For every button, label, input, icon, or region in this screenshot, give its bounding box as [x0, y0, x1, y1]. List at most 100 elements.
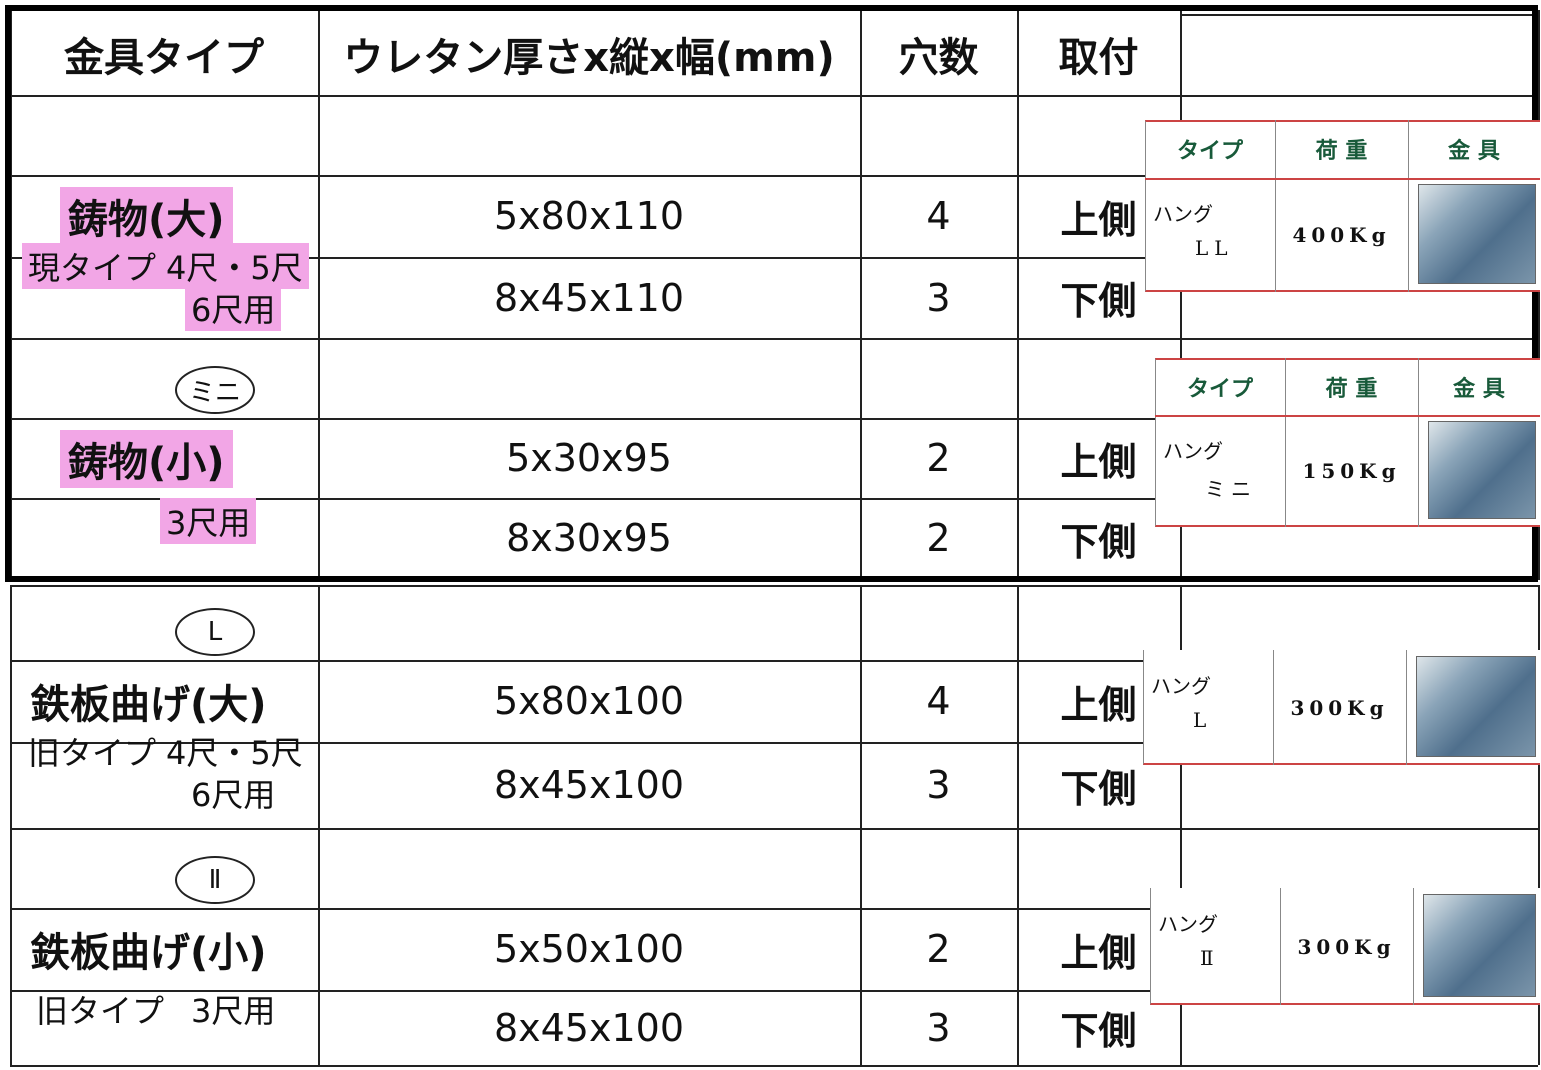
cell: 上側 — [1060, 439, 1137, 484]
column-header: 取付 — [1058, 34, 1139, 81]
circled-mark: L — [175, 608, 255, 656]
spec-header-rule — [1145, 178, 1540, 180]
cell: 3 — [926, 1005, 951, 1050]
cell: 下側 — [1060, 1009, 1137, 1053]
handwritten-note: 6尺用 — [191, 776, 276, 814]
hardware-photo — [1418, 184, 1536, 284]
cell: 上側 — [1060, 197, 1137, 242]
cell: 5x80x100 — [493, 679, 685, 723]
cell: 下側 — [1060, 766, 1137, 811]
type-name: 鋳物(小) — [60, 430, 233, 488]
rule — [10, 1065, 1538, 1067]
cell: 下側 — [1060, 279, 1137, 323]
handwritten-note: 4尺・5尺 — [160, 243, 309, 289]
handwritten-note: 3尺用 — [160, 498, 257, 544]
rule — [1017, 585, 1019, 1065]
rule — [318, 585, 320, 1065]
spec-type: ハング — [1158, 912, 1218, 936]
cell: 上側 — [1060, 930, 1137, 975]
cell: 8x45x110 — [493, 275, 685, 320]
spec-divider — [1413, 888, 1414, 1005]
rule — [1180, 10, 1182, 580]
spec-header: 金 具 — [1453, 375, 1505, 402]
spec-load: 150Kg — [1302, 459, 1401, 483]
column-header: 金具タイプ — [64, 34, 264, 81]
spec-header: 荷 重 — [1315, 138, 1368, 164]
rule — [1180, 14, 1538, 16]
spec-type: Ⅱ — [1200, 946, 1220, 970]
rule — [10, 498, 1538, 500]
spec-divider — [1408, 120, 1409, 292]
cell: 下側 — [1060, 519, 1137, 564]
rule — [10, 338, 1538, 340]
column-header: ウレタン厚さx縦x幅(mm) — [343, 34, 835, 81]
spec-type: ハング — [1153, 202, 1213, 226]
rule — [10, 828, 1538, 830]
handwritten-note: 現タイプ — [22, 243, 163, 289]
rule — [10, 585, 12, 1065]
rule — [860, 10, 862, 580]
handwritten-note: 3尺用 — [191, 992, 276, 1030]
rule — [860, 585, 862, 1065]
spec-divider — [1285, 358, 1286, 527]
rule — [10, 418, 1538, 420]
thick-border — [5, 5, 1538, 582]
hardware-photo — [1416, 656, 1536, 757]
rule — [10, 257, 1538, 259]
rule — [10, 660, 1538, 662]
cell: 5x50x100 — [493, 927, 685, 971]
spec-type: L — [1193, 708, 1213, 732]
rule — [1180, 585, 1182, 1065]
type-name: 鋳物(大) — [60, 187, 233, 245]
cell: 3 — [926, 763, 951, 807]
rule — [10, 742, 1538, 744]
circled-mark: Ⅱ — [175, 856, 255, 904]
cell: 4 — [926, 194, 951, 238]
rule — [1538, 10, 1540, 580]
spec-type: LL — [1195, 236, 1234, 260]
type-name: 鉄板曲げ(小) — [30, 930, 267, 976]
spec-type: ミニ — [1205, 477, 1257, 501]
spec-divider — [1273, 650, 1274, 765]
spec-load: 400Kg — [1292, 223, 1391, 247]
type-name: 鉄板曲げ(大) — [30, 682, 267, 728]
spec-header: 荷 重 — [1325, 375, 1378, 402]
cell: 2 — [926, 927, 951, 971]
hardware-photo — [1428, 421, 1536, 519]
spec-divider — [1406, 650, 1407, 765]
rule — [10, 95, 1538, 97]
cell: 8x30x95 — [506, 516, 672, 560]
spec-header: タイプ — [1176, 138, 1243, 164]
spec-load: 300Kg — [1297, 934, 1396, 959]
rule — [10, 585, 1538, 587]
hardware-photo — [1423, 894, 1536, 997]
spec-header-rule — [1155, 415, 1540, 417]
spec-type: ハング — [1163, 439, 1223, 463]
rule — [1017, 10, 1019, 580]
cell: 2 — [926, 436, 951, 480]
cell: 上側 — [1060, 682, 1137, 727]
spec-divider — [1280, 888, 1281, 1005]
cell: 4 — [926, 679, 951, 723]
spec-divider — [1275, 120, 1276, 292]
spec-type: ハング — [1151, 674, 1211, 698]
cell: 2 — [926, 516, 951, 560]
handwritten-note: 旧タイプ — [28, 734, 157, 772]
spec-load: 300Kg — [1290, 695, 1389, 720]
cell: 3 — [926, 275, 951, 320]
cell: 5x30x95 — [506, 436, 672, 480]
cell: 8x45x100 — [493, 763, 685, 807]
handwritten-note: 旧タイプ — [36, 992, 165, 1030]
column-header: 穴数 — [898, 34, 979, 81]
cell: 5x80x110 — [493, 194, 685, 238]
circled-mark: ミニ — [175, 366, 255, 414]
handwritten-note: 6尺用 — [185, 285, 282, 331]
rule — [1538, 585, 1540, 1065]
rule — [10, 990, 1538, 992]
rule — [10, 908, 1538, 910]
handwritten-note: 4尺・5尺 — [166, 734, 303, 772]
spec-header: タイプ — [1186, 375, 1253, 402]
cell: 8x45x100 — [493, 1005, 685, 1050]
